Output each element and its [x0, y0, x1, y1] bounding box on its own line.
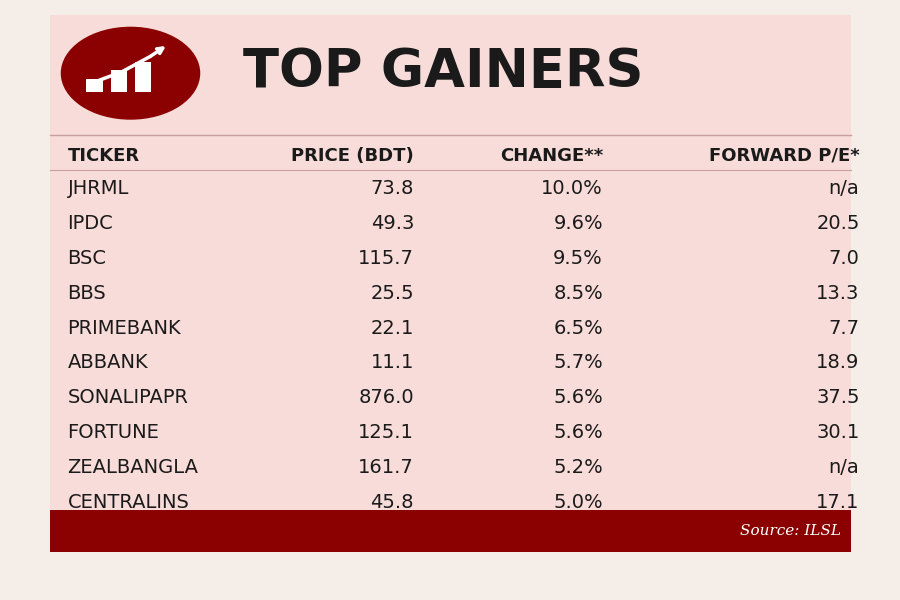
Text: 37.5: 37.5	[816, 388, 860, 407]
Text: BBS: BBS	[68, 284, 106, 303]
Text: ZEALBANGLA: ZEALBANGLA	[68, 458, 199, 477]
Text: TOP GAINERS: TOP GAINERS	[243, 46, 644, 98]
Text: BSC: BSC	[68, 249, 106, 268]
Text: 22.1: 22.1	[371, 319, 414, 338]
Text: 5.2%: 5.2%	[554, 458, 603, 477]
Text: PRIMEBANK: PRIMEBANK	[68, 319, 181, 338]
Text: SONALIPAPR: SONALIPAPR	[68, 388, 188, 407]
Text: 6.5%: 6.5%	[554, 319, 603, 338]
Text: FORTUNE: FORTUNE	[68, 423, 159, 442]
FancyBboxPatch shape	[50, 15, 850, 552]
Text: 11.1: 11.1	[371, 353, 414, 373]
Text: 115.7: 115.7	[358, 249, 414, 268]
Text: 9.5%: 9.5%	[554, 249, 603, 268]
Text: CENTRALINS: CENTRALINS	[68, 493, 189, 512]
FancyBboxPatch shape	[50, 510, 850, 552]
Text: 45.8: 45.8	[371, 493, 414, 512]
Text: 30.1: 30.1	[816, 423, 860, 442]
Text: 7.7: 7.7	[829, 319, 860, 338]
Text: 73.8: 73.8	[371, 179, 414, 199]
Text: 13.3: 13.3	[816, 284, 860, 303]
Text: 5.6%: 5.6%	[554, 388, 603, 407]
Text: 9.6%: 9.6%	[554, 214, 603, 233]
FancyBboxPatch shape	[86, 79, 103, 92]
Text: 5.7%: 5.7%	[554, 353, 603, 373]
Text: 17.1: 17.1	[816, 493, 860, 512]
Text: 20.5: 20.5	[816, 214, 860, 233]
Text: 5.0%: 5.0%	[554, 493, 603, 512]
Text: n/a: n/a	[829, 179, 860, 199]
Text: FORWARD P/E*: FORWARD P/E*	[709, 147, 860, 165]
Text: PRICE (BDT): PRICE (BDT)	[292, 147, 414, 165]
FancyBboxPatch shape	[111, 70, 127, 92]
Ellipse shape	[61, 26, 200, 120]
Text: 25.5: 25.5	[371, 284, 414, 303]
Text: n/a: n/a	[829, 458, 860, 477]
Text: JHRML: JHRML	[68, 179, 129, 199]
Text: 7.0: 7.0	[829, 249, 860, 268]
Text: 125.1: 125.1	[358, 423, 414, 442]
Text: 8.5%: 8.5%	[554, 284, 603, 303]
Text: IPDC: IPDC	[68, 214, 113, 233]
Text: 49.3: 49.3	[371, 214, 414, 233]
Text: ABBANK: ABBANK	[68, 353, 148, 373]
Text: 876.0: 876.0	[358, 388, 414, 407]
Text: Source: ILSL: Source: ILSL	[741, 524, 842, 538]
Text: CHANGE**: CHANGE**	[500, 147, 603, 165]
Text: 161.7: 161.7	[358, 458, 414, 477]
Text: 10.0%: 10.0%	[541, 179, 603, 199]
Text: TICKER: TICKER	[68, 147, 140, 165]
Text: 18.9: 18.9	[816, 353, 860, 373]
FancyBboxPatch shape	[135, 62, 151, 92]
Text: 5.6%: 5.6%	[554, 423, 603, 442]
